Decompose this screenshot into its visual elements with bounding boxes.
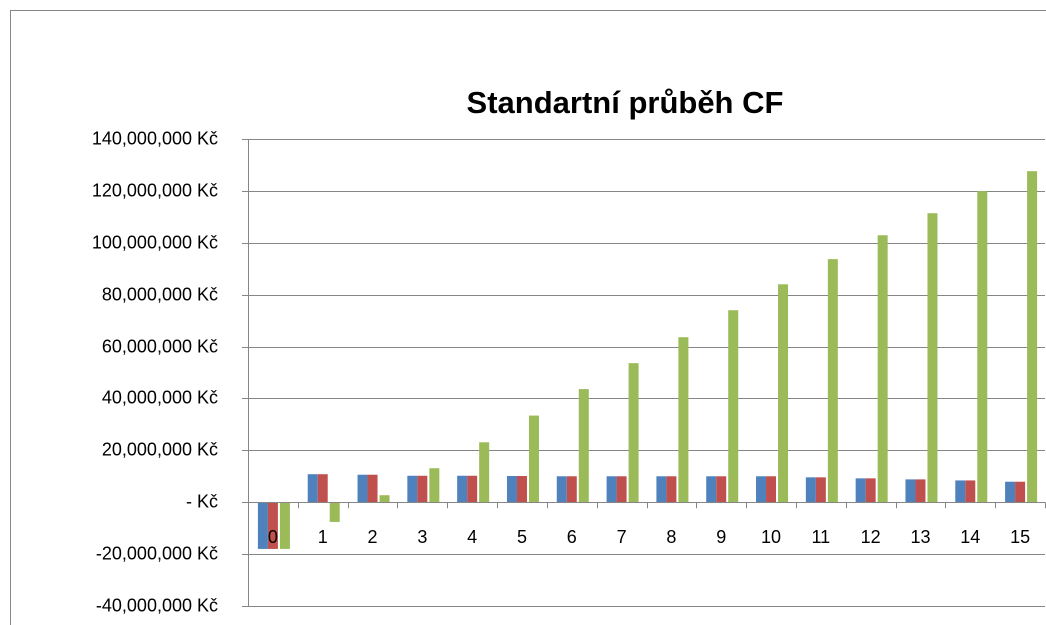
- bar: [528, 415, 539, 503]
- chart-title: Standartní průběh CF: [467, 85, 784, 120]
- bar: [329, 502, 340, 522]
- bar: [379, 495, 390, 503]
- x-tick-label: 0: [268, 527, 278, 547]
- x-tick-label: 15: [1010, 527, 1030, 547]
- bar: [965, 480, 976, 503]
- bar: [506, 476, 517, 503]
- bar: [815, 477, 826, 503]
- bar: [267, 502, 278, 549]
- bar: [566, 476, 577, 503]
- bar: [628, 363, 639, 503]
- bar: [257, 502, 268, 549]
- bar: [827, 259, 838, 503]
- x-tick-label: 3: [417, 527, 427, 547]
- bar: [407, 475, 418, 503]
- bar: [357, 474, 368, 503]
- y-tick-label: 120,000,000 Kč: [92, 180, 218, 200]
- y-tick-label: - Kč: [186, 491, 218, 511]
- x-tick-label: 10: [761, 527, 781, 547]
- x-tick-label: 11: [812, 527, 831, 547]
- bar: [927, 213, 938, 503]
- bar: [905, 479, 916, 503]
- y-tick-label: -20,000,000 Kč: [96, 543, 218, 563]
- bar: [1005, 481, 1016, 503]
- x-tick-label: 1: [318, 527, 328, 547]
- bar: [516, 476, 527, 503]
- bar: [1027, 171, 1038, 503]
- y-tick-label: -40,000,000 Kč: [96, 595, 218, 615]
- bar: [728, 310, 739, 503]
- bar: [855, 478, 866, 503]
- bar: [766, 476, 777, 503]
- bar: [756, 476, 767, 503]
- bar: [865, 478, 876, 503]
- x-tick-label: 9: [716, 527, 726, 547]
- y-tick-label: 40,000,000 Kč: [102, 387, 218, 407]
- bar: [317, 474, 328, 503]
- bar: [467, 475, 478, 503]
- bar: [606, 476, 617, 503]
- chart-border: [10, 10, 1046, 625]
- bar: [417, 475, 428, 503]
- bar: [556, 476, 567, 503]
- bar: [955, 480, 966, 503]
- y-tick-label: 140,000,000 Kč: [92, 128, 218, 148]
- bar: [915, 479, 926, 503]
- x-tick-label: 4: [467, 527, 477, 547]
- x-tick-label: 13: [910, 527, 930, 547]
- bar: [656, 476, 667, 503]
- y-tick-label: 100,000,000 Kč: [92, 232, 218, 252]
- bar: [706, 476, 717, 503]
- bar: [367, 474, 378, 503]
- x-tick-label: 2: [368, 527, 378, 547]
- bar: [429, 468, 440, 503]
- x-tick-label: 7: [617, 527, 627, 547]
- x-tick-label: 5: [517, 527, 527, 547]
- bar: [279, 502, 290, 549]
- bar: [877, 235, 888, 503]
- bar: [457, 475, 468, 503]
- bar: [678, 337, 689, 503]
- x-tick-label: 6: [567, 527, 577, 547]
- bar: [778, 284, 789, 503]
- bar: [977, 191, 988, 503]
- bar: [616, 476, 627, 503]
- bar: [479, 442, 490, 503]
- bar: [805, 477, 816, 503]
- y-tick-label: 20,000,000 Kč: [102, 439, 218, 459]
- x-tick-label: 14: [960, 527, 980, 547]
- bar: [666, 476, 677, 503]
- bar: [716, 476, 727, 503]
- x-tick-label: 12: [861, 527, 881, 547]
- y-tick-label: 80,000,000 Kč: [102, 284, 218, 304]
- bar: [307, 474, 318, 503]
- bar: [578, 389, 589, 503]
- bar: [1015, 481, 1026, 503]
- x-tick-label: 8: [666, 527, 676, 547]
- y-tick-label: 60,000,000 Kč: [102, 336, 218, 356]
